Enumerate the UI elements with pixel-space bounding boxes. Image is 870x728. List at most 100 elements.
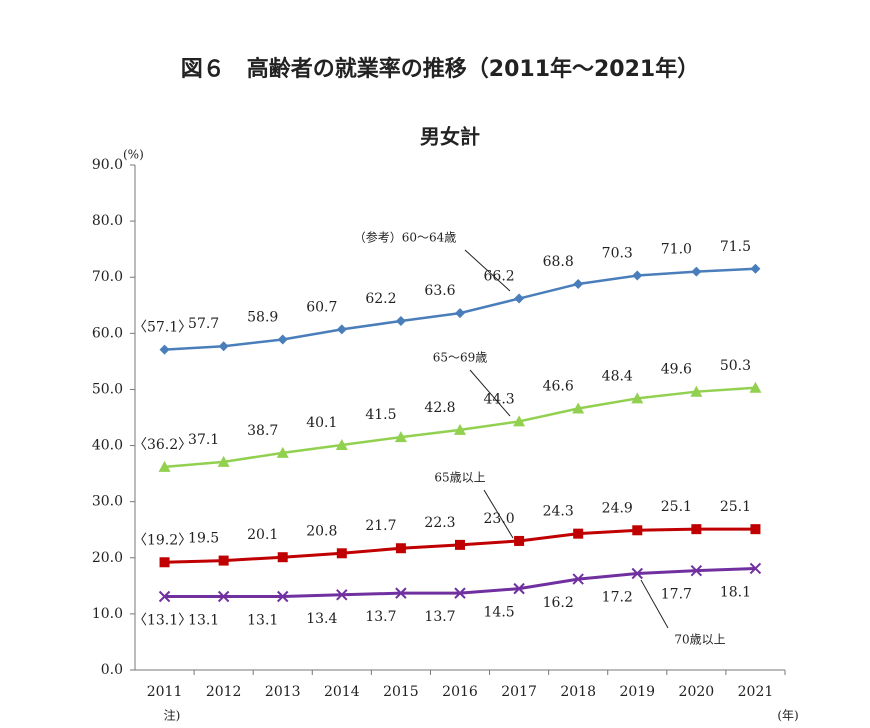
- chart-title: 図６ 高齢者の就業率の推移（2011年～2021年）: [181, 56, 699, 82]
- data-label: 19.5: [188, 531, 219, 547]
- x-tick-label: 2011: [147, 684, 183, 700]
- data-label: 25.1: [720, 499, 751, 515]
- y-tick-label: 60.0: [92, 325, 123, 341]
- point: [454, 423, 466, 435]
- data-label: 57.7: [188, 316, 219, 332]
- point: [158, 460, 171, 472]
- data-label: 71.5: [720, 239, 751, 255]
- data-label: 20.1: [247, 527, 278, 543]
- point: [395, 543, 406, 554]
- point: [631, 392, 644, 404]
- data-label: 13.7: [365, 609, 396, 625]
- data-label: 13.4: [306, 611, 337, 627]
- point: [573, 528, 584, 539]
- data-label: 37.1: [188, 432, 219, 448]
- data-label: 23.0: [484, 511, 515, 527]
- point: [632, 270, 643, 281]
- data-label: 〈19.2〉: [133, 532, 192, 548]
- y-tick-label: 0.0: [101, 662, 123, 678]
- point: [691, 524, 702, 535]
- point: [158, 590, 171, 603]
- point: [394, 431, 407, 443]
- data-label: 17.7: [661, 587, 692, 603]
- data-label: 70.3: [602, 246, 633, 262]
- data-label: 16.2: [543, 595, 574, 611]
- data-label: 〈36.2〉: [133, 437, 192, 453]
- point: [691, 266, 702, 277]
- data-label: 21.7: [365, 518, 396, 534]
- y-tick-label: 70.0: [92, 269, 123, 285]
- point: [218, 555, 229, 566]
- point: [690, 564, 703, 577]
- y-tick-label: 80.0: [92, 213, 123, 229]
- data-label: 14.5: [484, 605, 515, 621]
- point: [217, 455, 230, 467]
- chart-subtitle: 男女計: [420, 125, 480, 149]
- point: [335, 438, 348, 450]
- point: [336, 589, 348, 601]
- data-label: 25.1: [661, 499, 692, 515]
- arrow: [483, 489, 514, 539]
- point: [159, 557, 170, 568]
- data-label: 49.6: [661, 362, 692, 378]
- x-tick-label: 2018: [560, 684, 596, 700]
- y-tick-label: 30.0: [92, 494, 123, 510]
- point: [277, 334, 288, 345]
- point: [336, 324, 347, 335]
- data-label: 71.0: [661, 242, 692, 258]
- annotation-arrows: [464, 249, 669, 629]
- data-label: 66.2: [484, 269, 515, 285]
- y-tick-label: 40.0: [92, 438, 123, 454]
- point: [632, 525, 643, 536]
- x-tick-label: 2014: [324, 684, 360, 700]
- data-label: 62.2: [365, 291, 396, 307]
- series: 〈57.1〉57.7 58.9 60.7 62.2 63.6 66.2 68.8 70.3 71…: [133, 230, 761, 355]
- point: [514, 535, 525, 546]
- series-label: 70歳以上: [674, 633, 725, 647]
- point: [395, 315, 406, 326]
- data-label: 13.7: [424, 609, 455, 625]
- x-tick-label: 2012: [206, 684, 242, 700]
- arrow: [469, 369, 511, 417]
- y-tick-label: 10.0: [92, 606, 123, 622]
- point: [514, 293, 525, 304]
- x-tick-label: 2015: [383, 684, 419, 700]
- point: [513, 415, 526, 427]
- data-label: 38.7: [247, 423, 278, 439]
- data-label: 24.3: [543, 504, 574, 520]
- data-label: 60.7: [306, 299, 337, 315]
- point: [749, 381, 762, 393]
- series-label: 65～69歳: [433, 351, 488, 365]
- data-label: 〈13.1〉: [133, 612, 192, 628]
- series-label: （参考）60～64歳: [354, 230, 457, 245]
- point: [572, 402, 585, 414]
- data-label: 13.1: [188, 612, 219, 628]
- series: 〈19.2〉19.5 20.1 20.8 21.7 22.3 23.0 24.3 24.9 25…: [133, 471, 761, 568]
- point: [159, 344, 170, 355]
- point: [750, 524, 761, 535]
- point: [276, 446, 289, 458]
- x-unit: (年): [777, 709, 798, 723]
- data-label: 20.8: [306, 523, 337, 539]
- data-label: 44.3: [484, 391, 515, 407]
- y-tick-label: 50.0: [92, 381, 123, 397]
- x-tick-label: 2016: [442, 684, 478, 700]
- note: 注): [164, 708, 181, 723]
- point: [277, 590, 289, 603]
- series: 〈13.1〉13.1 13.1 13.4 13.7 13.7 14.516.2 17.2 17…: [133, 562, 762, 647]
- data-label: 24.9: [602, 500, 633, 516]
- data-label: 18.1: [720, 584, 751, 600]
- data-label: 42.8: [424, 400, 455, 416]
- point: [336, 548, 347, 559]
- data-label: 22.3: [424, 515, 455, 531]
- point: [454, 587, 466, 599]
- data-label: 58.9: [247, 310, 278, 326]
- point: [749, 562, 762, 575]
- point: [750, 263, 761, 274]
- point: [690, 385, 703, 397]
- x-tick-label: 2020: [679, 684, 715, 700]
- data-label: 17.2: [602, 589, 633, 605]
- series-label: 65歳以上: [434, 471, 485, 485]
- point: [217, 590, 230, 603]
